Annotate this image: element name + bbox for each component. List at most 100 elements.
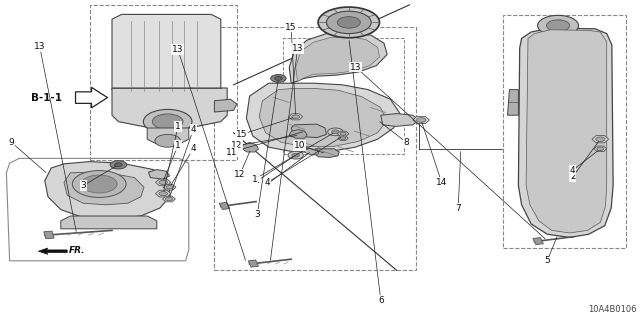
Circle shape [337, 17, 360, 28]
Text: 8: 8 [404, 138, 409, 147]
Text: 13: 13 [34, 42, 45, 51]
Polygon shape [38, 248, 67, 254]
Circle shape [318, 7, 380, 38]
Polygon shape [526, 30, 607, 233]
Text: 1: 1 [175, 122, 180, 131]
Polygon shape [242, 142, 259, 152]
Text: 2: 2 [570, 172, 575, 181]
Circle shape [326, 11, 371, 34]
Polygon shape [413, 116, 429, 124]
Circle shape [547, 20, 570, 31]
Text: 10A4B0106: 10A4B0106 [588, 305, 637, 314]
Polygon shape [64, 172, 144, 205]
Polygon shape [289, 130, 307, 138]
Polygon shape [518, 28, 613, 237]
Text: 4: 4 [191, 125, 196, 134]
Circle shape [166, 186, 173, 189]
Polygon shape [337, 131, 349, 136]
Polygon shape [303, 148, 319, 155]
Polygon shape [314, 149, 339, 157]
Circle shape [596, 137, 605, 141]
Text: 5: 5 [545, 256, 550, 265]
Text: 1: 1 [175, 141, 180, 150]
Polygon shape [147, 128, 189, 144]
Polygon shape [338, 136, 348, 140]
Bar [214, 27, 416, 270]
Circle shape [155, 134, 180, 147]
Text: 12: 12 [234, 170, 246, 179]
Polygon shape [289, 32, 387, 83]
Polygon shape [594, 146, 607, 152]
Text: 15: 15 [236, 130, 248, 139]
Text: B-1-1: B-1-1 [31, 92, 61, 103]
Bar [90, 5, 237, 160]
Circle shape [328, 128, 343, 136]
Circle shape [143, 109, 192, 134]
Circle shape [340, 132, 346, 135]
Polygon shape [112, 88, 227, 128]
Circle shape [159, 180, 168, 185]
Circle shape [538, 15, 579, 36]
Bar [503, 15, 626, 248]
Polygon shape [45, 162, 170, 219]
Polygon shape [259, 88, 387, 147]
Circle shape [332, 130, 339, 134]
Text: 1: 1 [252, 175, 257, 184]
Circle shape [159, 191, 168, 196]
Polygon shape [533, 237, 543, 245]
Circle shape [340, 137, 346, 140]
Text: 3: 3 [255, 210, 260, 219]
Text: 4: 4 [570, 166, 575, 175]
Text: 1: 1 [255, 176, 260, 185]
Polygon shape [508, 90, 518, 115]
Text: 13: 13 [350, 63, 362, 72]
Text: 7: 7 [456, 204, 461, 212]
Polygon shape [163, 184, 176, 190]
Circle shape [115, 163, 122, 167]
Text: 4: 4 [265, 180, 270, 188]
Text: 6: 6 [378, 296, 383, 305]
Text: 3: 3 [81, 181, 86, 190]
Text: 10: 10 [294, 141, 305, 150]
Text: FR.: FR. [69, 246, 86, 255]
Polygon shape [44, 231, 54, 239]
Polygon shape [592, 136, 609, 143]
Circle shape [72, 171, 126, 197]
Circle shape [292, 115, 299, 118]
Circle shape [596, 147, 604, 151]
Text: 13: 13 [172, 45, 184, 54]
Circle shape [275, 76, 282, 80]
Polygon shape [148, 170, 170, 179]
Circle shape [288, 151, 303, 159]
Circle shape [292, 153, 300, 157]
Circle shape [110, 161, 127, 169]
Polygon shape [381, 114, 419, 126]
Circle shape [271, 75, 286, 82]
Polygon shape [289, 114, 303, 120]
Polygon shape [156, 179, 171, 186]
Text: 12: 12 [231, 141, 243, 150]
Polygon shape [248, 260, 259, 267]
Circle shape [81, 175, 117, 193]
Bar [283, 38, 404, 154]
Circle shape [292, 115, 300, 119]
Polygon shape [291, 124, 326, 138]
Text: 9: 9 [9, 138, 14, 147]
Polygon shape [296, 36, 380, 82]
Text: 13: 13 [292, 44, 303, 53]
Polygon shape [163, 196, 175, 202]
Polygon shape [76, 87, 108, 108]
Polygon shape [156, 190, 171, 197]
Circle shape [165, 197, 173, 201]
Text: 4: 4 [191, 144, 196, 153]
Text: 4: 4 [265, 178, 270, 187]
Text: 11: 11 [226, 148, 237, 156]
Polygon shape [214, 99, 237, 112]
Text: 15: 15 [285, 23, 297, 32]
Text: 14: 14 [436, 178, 447, 187]
Circle shape [152, 114, 183, 129]
Polygon shape [112, 14, 221, 96]
Polygon shape [61, 216, 157, 229]
Polygon shape [246, 83, 400, 152]
Circle shape [417, 118, 426, 122]
